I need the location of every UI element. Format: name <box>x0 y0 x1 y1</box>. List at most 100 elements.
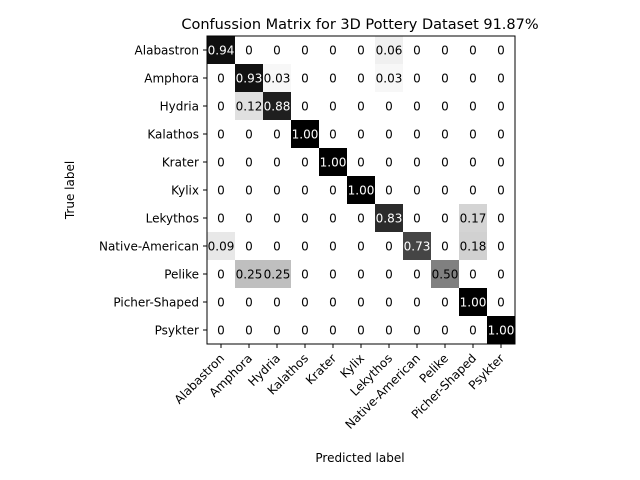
cell-value-label: 0 <box>245 184 253 198</box>
cell-value-label: 0 <box>413 100 421 114</box>
cell-value-label: 0 <box>329 268 337 282</box>
cell-value-label: 0 <box>441 128 449 142</box>
heatmap-cell <box>235 316 263 344</box>
cell-value-label: 0 <box>217 156 225 170</box>
heatmap-cell <box>207 120 235 148</box>
cell-value-label: 0 <box>245 240 253 254</box>
cell-value-label: 0 <box>357 156 365 170</box>
heatmap-cell <box>207 260 235 288</box>
cell-value-label: 0 <box>301 184 309 198</box>
cell-value-label: 0 <box>301 156 309 170</box>
heatmap-cell <box>459 64 487 92</box>
cell-value-label: 0 <box>385 296 393 310</box>
heatmap-cell <box>207 204 235 232</box>
heatmap-cell <box>375 92 403 120</box>
heatmap-cell <box>235 36 263 64</box>
heatmap-cell <box>263 148 291 176</box>
heatmap-cell <box>291 92 319 120</box>
heatmap-cell <box>403 148 431 176</box>
cell-value-label: 0 <box>245 296 253 310</box>
cell-value-label: 0.50 <box>432 268 459 282</box>
heatmap-cell <box>235 232 263 260</box>
heatmap-cell <box>347 176 375 204</box>
heatmap-cell <box>459 176 487 204</box>
heatmap-cell <box>375 176 403 204</box>
cell-value-label: 1.00 <box>460 296 487 310</box>
cell-value-label: 0 <box>217 128 225 142</box>
cell-value-label: 0.17 <box>460 212 487 226</box>
heatmap-cell <box>431 260 459 288</box>
heatmap-cell <box>431 148 459 176</box>
cell-value-label: 0 <box>469 184 477 198</box>
cell-value-label: 0.03 <box>264 72 291 86</box>
heatmap-cell <box>431 92 459 120</box>
heatmap-cell <box>459 316 487 344</box>
heatmap-cell <box>235 64 263 92</box>
cell-value-label: 0 <box>329 296 337 310</box>
heatmap-cell <box>235 260 263 288</box>
cell-value-label: 0 <box>273 240 281 254</box>
heatmap-cell <box>431 176 459 204</box>
heatmap-cell <box>403 92 431 120</box>
heatmap-cell <box>319 232 347 260</box>
heatmap-cell <box>207 316 235 344</box>
heatmap-cell <box>347 316 375 344</box>
cell-value-label: 0 <box>441 100 449 114</box>
heatmap-cell <box>375 316 403 344</box>
heatmap-cell <box>207 64 235 92</box>
heatmap-cell <box>263 232 291 260</box>
cell-value-label: 0 <box>301 240 309 254</box>
y-tick-label: Hydria <box>160 100 199 114</box>
cell-value-label: 0.03 <box>376 72 403 86</box>
heatmap-cells: 0.94 0 0 0 0 0 0.06 0 0 0 00 0.93 0.03 0 0 0 0.03 0 0 0 00 0.… <box>207 36 515 344</box>
heatmap-cell <box>263 260 291 288</box>
cell-value-label: 0 <box>301 212 309 226</box>
cell-value-label: 0 <box>441 296 449 310</box>
cell-value-label: 0 <box>273 156 281 170</box>
cell-value-label: 0 <box>497 156 505 170</box>
heatmap-cell <box>347 288 375 316</box>
heatmap-cell <box>235 176 263 204</box>
heatmap-cell <box>347 204 375 232</box>
heatmap-cell <box>431 316 459 344</box>
y-axis-label: True label <box>63 161 77 220</box>
x-tick-label: Krater <box>303 351 339 387</box>
cell-value-label: 0 <box>357 240 365 254</box>
cell-value-label: 0 <box>497 212 505 226</box>
heatmap-cell <box>319 316 347 344</box>
cell-value-label: 1.00 <box>488 324 515 338</box>
heatmap-cell <box>431 36 459 64</box>
heatmap-cell <box>235 148 263 176</box>
cell-value-label: 1.00 <box>320 156 347 170</box>
heatmap-cell <box>431 232 459 260</box>
heatmap-cell <box>487 148 515 176</box>
cell-value-label: 0 <box>413 184 421 198</box>
heatmap-cell <box>375 120 403 148</box>
y-tick-label: Amphora <box>144 72 199 86</box>
cell-value-label: 0 <box>469 156 477 170</box>
cell-value-label: 1.00 <box>348 184 375 198</box>
heatmap-cell <box>487 204 515 232</box>
cell-value-label: 0 <box>357 324 365 338</box>
y-tick-label: Pelike <box>164 268 199 282</box>
heatmap-cell <box>235 288 263 316</box>
cell-value-label: 0 <box>441 156 449 170</box>
heatmap-cell <box>375 232 403 260</box>
cell-value-label: 0 <box>217 100 225 114</box>
cell-value-label: 0 <box>217 212 225 226</box>
heatmap-cell <box>347 36 375 64</box>
cell-value-label: 0 <box>329 184 337 198</box>
cell-value-label: 0 <box>357 296 365 310</box>
heatmap-cell <box>403 232 431 260</box>
heatmap-cell <box>403 64 431 92</box>
cell-value-label: 0 <box>385 268 393 282</box>
heatmap-cell <box>291 120 319 148</box>
cell-value-label: 0 <box>469 324 477 338</box>
heatmap-cell <box>431 204 459 232</box>
y-tick-label: Kylix <box>171 184 199 198</box>
y-tick-label: Native-American <box>99 240 199 254</box>
heatmap-cell <box>291 316 319 344</box>
cell-value-label: 0 <box>245 324 253 338</box>
cell-value-label: 0 <box>329 100 337 114</box>
